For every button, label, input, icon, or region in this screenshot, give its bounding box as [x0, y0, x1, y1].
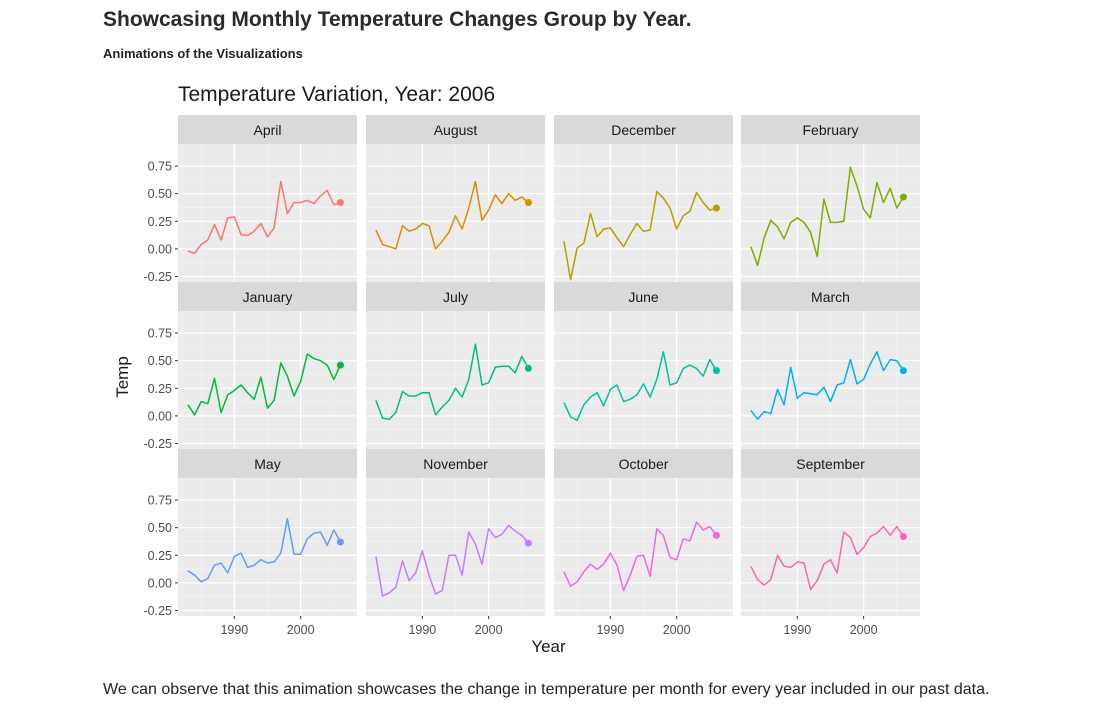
facet-december: December	[554, 115, 733, 282]
x-axis-title: Year	[531, 637, 566, 656]
y-tick-label: 0.25	[148, 549, 172, 563]
y-tick-label: 0.00	[148, 576, 172, 590]
series-line-december	[563, 190, 717, 281]
facet-strip-label: September	[796, 456, 865, 472]
series-line-september	[750, 525, 905, 591]
facet-strip	[554, 449, 733, 478]
facet-strip	[741, 449, 920, 478]
facet-strip-label: November	[423, 456, 488, 472]
series-line-april	[187, 180, 341, 255]
series-line-may	[187, 518, 342, 583]
series-endpoint-january	[336, 361, 344, 369]
facet-strip-label: June	[628, 289, 659, 305]
facet-strip-label: December	[611, 122, 676, 138]
y-tick-label: 0.50	[148, 521, 172, 535]
facet-strip	[366, 449, 545, 478]
facet-november: November 1990 2000	[366, 449, 545, 637]
facet-strip	[366, 282, 545, 311]
facet-strip	[741, 115, 920, 144]
y-tick-label: 0.50	[148, 187, 172, 201]
facet-september: September 1990 2000	[741, 449, 920, 637]
page-subheading: Animations of the Visualizations	[103, 46, 303, 61]
x-tick-label: 2000	[287, 623, 315, 637]
y-tick-label: 0.25	[148, 215, 172, 229]
series-endpoint-may	[336, 538, 344, 546]
x-tick-label: 1990	[408, 623, 436, 637]
facet-strip-label: October	[619, 456, 669, 472]
y-tick-label: 0.00	[148, 409, 172, 423]
chart-container: Temperature Variation, Year: 2006 Year T…	[0, 70, 1108, 670]
facet-june: June	[554, 282, 733, 449]
y-tick-label: 0.75	[148, 327, 172, 341]
series-endpoint-february	[899, 193, 907, 201]
page-heading: Showcasing Monthly Temperature Changes G…	[103, 8, 692, 31]
facet-strip-label: March	[811, 289, 850, 305]
facet-strip	[178, 115, 357, 144]
facet-october: October 1990 2000	[554, 449, 733, 637]
facet-august: August	[366, 115, 545, 282]
series-endpoint-july	[524, 364, 532, 372]
x-tick-label: 1990	[596, 623, 624, 637]
series-line-june	[563, 351, 718, 422]
facet-february: February	[741, 115, 920, 282]
facet-strip-label: July	[443, 289, 468, 305]
series-endpoint-march	[899, 367, 907, 375]
series-endpoint-april	[336, 199, 344, 207]
y-tick-label: -0.25	[144, 270, 173, 284]
facet-strip	[178, 282, 357, 311]
x-tick-label: 2000	[850, 623, 878, 637]
facet-strip-label: February	[802, 122, 858, 138]
chart-title: Temperature Variation, Year: 2006	[178, 83, 495, 106]
series-line-august	[375, 180, 529, 250]
series-line-october	[563, 521, 718, 592]
series-line-march	[750, 351, 905, 420]
faceted-line-chart: Temperature Variation, Year: 2006 Year T…	[113, 83, 920, 656]
y-tick-label: -0.25	[144, 437, 173, 451]
series-endpoint-november	[524, 539, 532, 547]
facet-strip	[366, 115, 545, 144]
y-axis-title: Temp	[113, 356, 132, 398]
x-tick-label: 2000	[475, 623, 503, 637]
facet-strip	[554, 115, 733, 144]
facet-strip-label: April	[253, 122, 281, 138]
footer-note: We can observe that this animation showc…	[103, 681, 990, 698]
series-line-february	[750, 166, 905, 267]
facet-march: March	[741, 282, 920, 449]
y-tick-label: 0.75	[148, 160, 172, 174]
y-tick-label: 0.00	[148, 242, 172, 256]
series-endpoint-october	[712, 531, 720, 539]
facet-panels: April -0.25 0.00 0.25 0.50 0.75 August December…	[144, 115, 920, 637]
x-tick-label: 2000	[663, 623, 691, 637]
series-line-november	[375, 524, 529, 597]
facet-strip-label: August	[434, 122, 478, 138]
y-tick-label: 0.50	[148, 354, 172, 368]
x-tick-label: 1990	[783, 623, 811, 637]
series-endpoint-august	[524, 199, 532, 207]
y-tick-label: -0.25	[144, 604, 173, 618]
facet-strip	[178, 449, 357, 478]
facet-strip	[554, 282, 733, 311]
series-endpoint-december	[712, 204, 720, 212]
y-tick-label: 0.25	[148, 382, 172, 396]
series-line-july	[375, 343, 530, 420]
facet-may: May -0.25 0.00 0.25 0.50 0.75 1990 2000	[144, 449, 357, 637]
series-line-january	[187, 353, 342, 416]
facet-january: January -0.25 0.00 0.25 0.50 0.75	[144, 282, 357, 451]
series-endpoint-june	[712, 367, 720, 375]
series-endpoint-september	[899, 533, 907, 541]
y-tick-label: 0.75	[148, 494, 172, 508]
facet-strip-label: January	[243, 289, 293, 305]
facet-july: July	[366, 282, 545, 449]
facet-strip-label: May	[254, 456, 280, 472]
x-tick-label: 1990	[220, 623, 248, 637]
facet-strip	[741, 282, 920, 311]
facet-april: April -0.25 0.00 0.25 0.50 0.75	[144, 115, 357, 284]
